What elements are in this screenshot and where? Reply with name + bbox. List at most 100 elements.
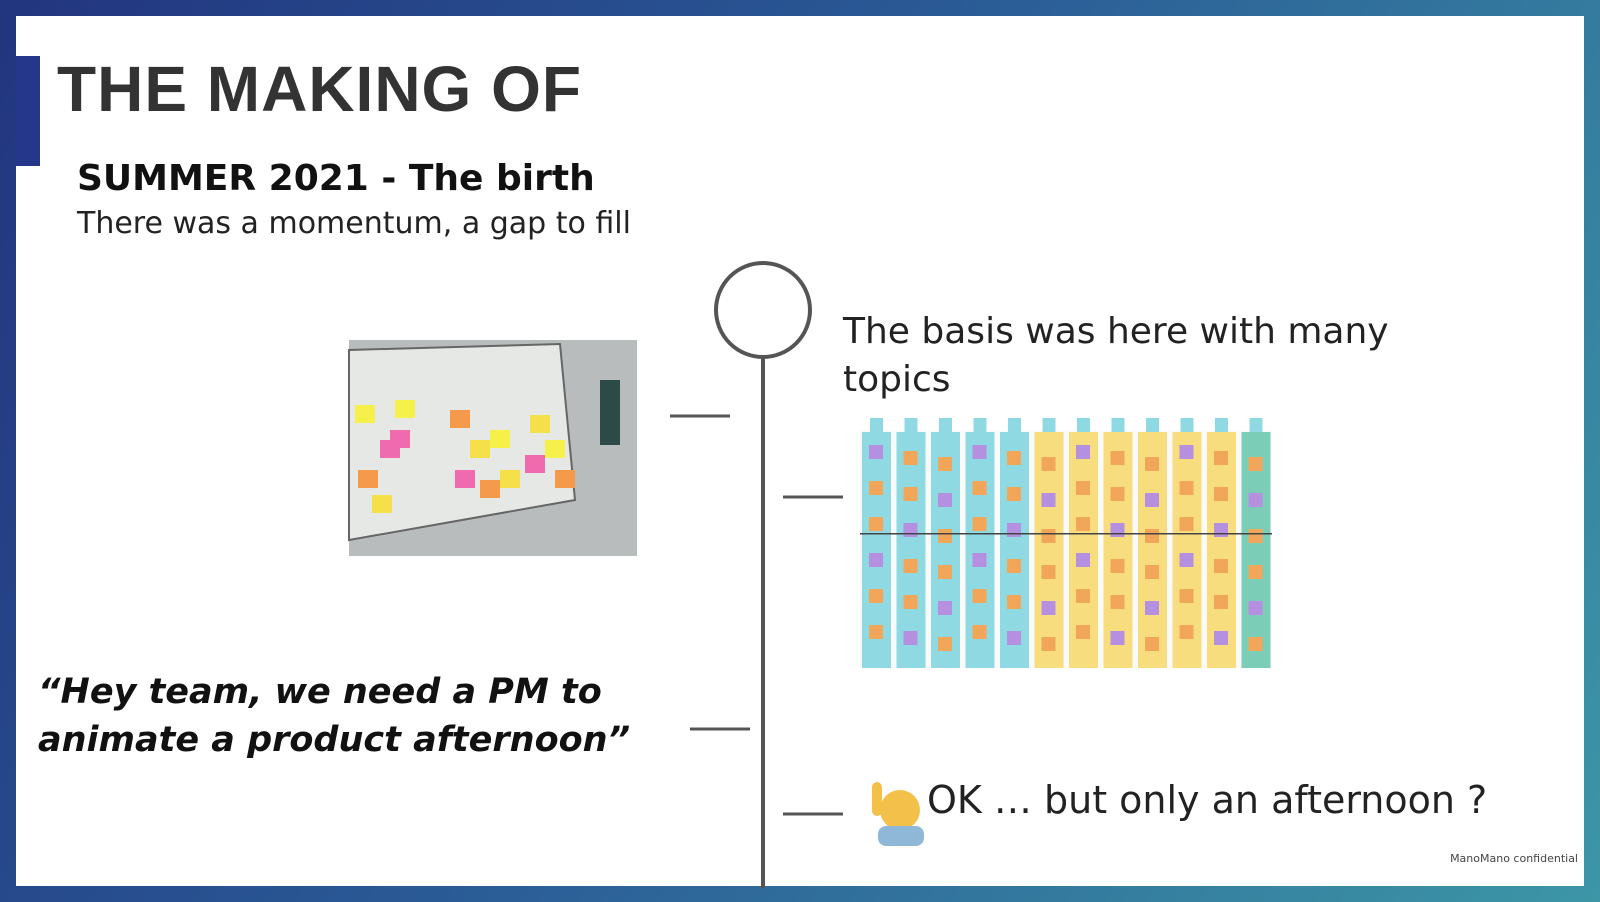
shape	[1207, 432, 1236, 668]
shape	[1076, 517, 1090, 531]
shape	[1007, 523, 1021, 537]
shape	[972, 517, 987, 531]
shape	[1248, 493, 1263, 507]
shape	[1214, 559, 1228, 573]
shape	[938, 565, 952, 579]
shape	[525, 455, 545, 473]
shape	[904, 418, 918, 432]
intro: There was a momentum, a gap to fill	[77, 206, 631, 241]
title: THE MAKING OF	[57, 53, 582, 125]
timeline-text: OK … but only an afternoon ?	[927, 778, 1488, 822]
shape	[869, 589, 883, 603]
shape	[1214, 451, 1228, 465]
shape	[1145, 637, 1159, 651]
shape	[973, 418, 987, 432]
shape	[1077, 418, 1090, 432]
shape	[896, 432, 926, 668]
shape	[1041, 637, 1056, 651]
shape	[903, 487, 918, 501]
shape	[1214, 631, 1228, 645]
shape	[860, 430, 1272, 668]
shape	[1111, 418, 1125, 432]
shape	[555, 470, 575, 488]
shape	[1215, 418, 1228, 432]
shape	[1110, 451, 1125, 465]
timeline-ticks	[670, 414, 843, 816]
shape	[972, 553, 987, 567]
shape	[903, 595, 918, 609]
shape	[931, 432, 960, 668]
shape	[1110, 559, 1125, 573]
shape	[1041, 565, 1056, 579]
shape	[545, 440, 565, 458]
shape	[938, 457, 952, 471]
footer: ManoMano confidential	[1450, 852, 1578, 865]
shape	[390, 430, 410, 448]
shape	[450, 410, 470, 428]
shape	[1000, 432, 1029, 668]
shape	[1138, 432, 1167, 668]
accent-bar	[16, 56, 40, 166]
shape	[1110, 595, 1125, 609]
shape	[860, 533, 1272, 535]
shape	[1179, 625, 1194, 639]
shape	[1179, 589, 1194, 603]
slide	[16, 16, 1584, 886]
shape	[938, 637, 952, 651]
shape	[1076, 625, 1090, 639]
shape	[1241, 432, 1271, 668]
shape	[1007, 487, 1021, 501]
shape	[530, 415, 550, 433]
shape	[1110, 487, 1125, 501]
shape	[1214, 487, 1228, 501]
shape	[972, 625, 987, 639]
shape	[869, 445, 883, 459]
shape	[455, 470, 475, 488]
shape	[1076, 553, 1090, 567]
shape	[1145, 493, 1159, 507]
shape	[938, 529, 952, 543]
shape	[903, 451, 918, 465]
shape	[972, 589, 987, 603]
shape	[1179, 553, 1194, 567]
shape	[1145, 457, 1159, 471]
shape	[1041, 457, 1056, 471]
shape	[903, 559, 918, 573]
shape	[1248, 637, 1263, 651]
shape	[1248, 565, 1263, 579]
shape	[1034, 432, 1064, 668]
shape	[1007, 595, 1021, 609]
shape	[1042, 418, 1056, 432]
shape	[869, 625, 883, 639]
shape	[1103, 432, 1133, 668]
shape	[490, 430, 510, 448]
shape	[1007, 631, 1021, 645]
shape	[1041, 493, 1056, 507]
shape	[972, 445, 987, 459]
shape	[903, 631, 918, 645]
shape	[1145, 529, 1159, 543]
shape	[869, 553, 883, 567]
shape	[1008, 418, 1021, 432]
shape	[470, 440, 490, 458]
raise-hand-icon	[872, 782, 924, 846]
shape	[869, 481, 883, 495]
shape	[358, 470, 378, 488]
shape	[1179, 445, 1194, 459]
shape	[869, 517, 883, 531]
timeline-start	[714, 261, 812, 359]
quote: “Hey team, we need a PM to animate a pro…	[38, 672, 631, 760]
shape	[1180, 418, 1194, 432]
shape	[1179, 481, 1194, 495]
shape	[1076, 589, 1090, 603]
shape	[355, 405, 375, 423]
subtitle: SUMMER 2021 - The birth	[77, 158, 595, 199]
shape	[1076, 481, 1090, 495]
miro-board	[860, 418, 1272, 668]
shape	[1110, 523, 1125, 537]
shape	[1041, 529, 1056, 543]
shape	[1146, 418, 1159, 432]
shape	[480, 480, 500, 498]
shape	[500, 470, 520, 488]
